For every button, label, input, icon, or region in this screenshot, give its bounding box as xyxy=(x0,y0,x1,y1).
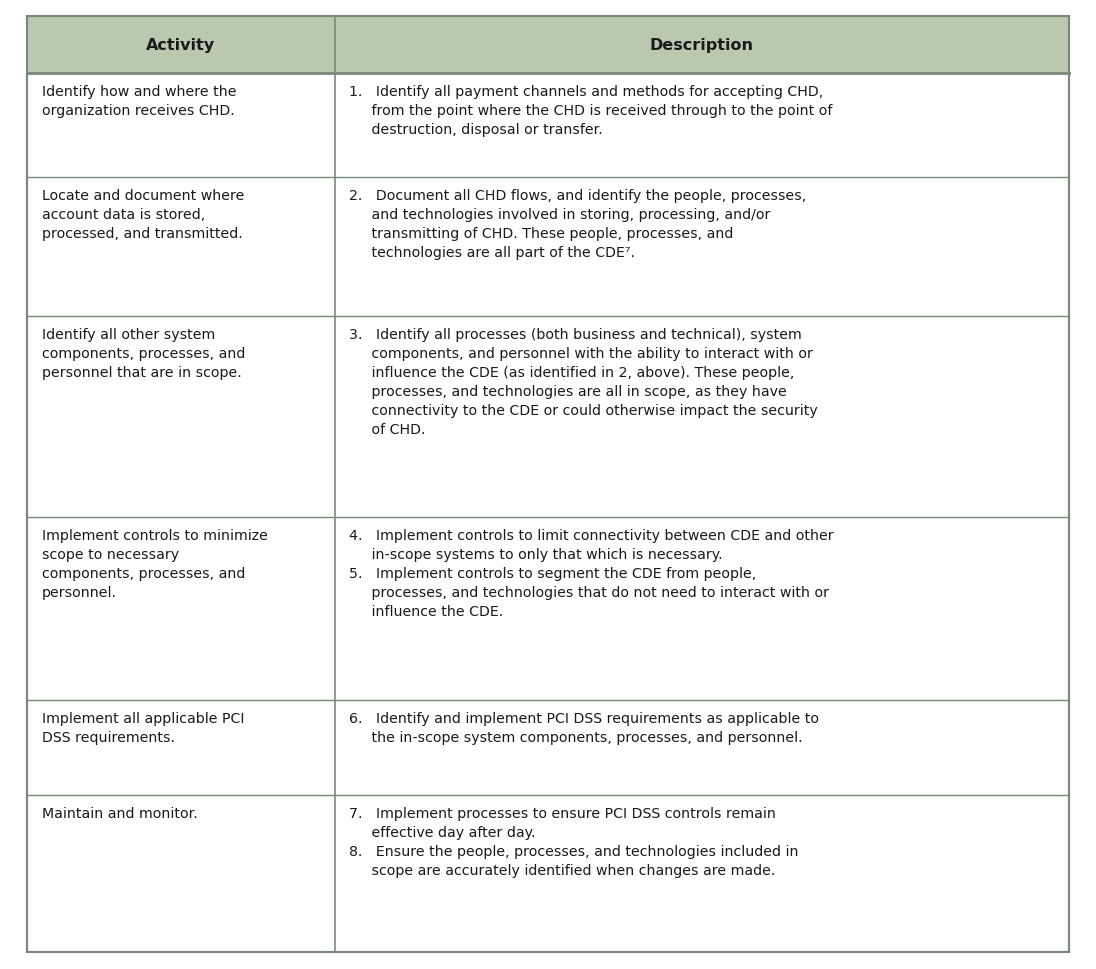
Text: 6.   Identify and implement PCI DSS requirements as applicable to
     the in-sc: 6. Identify and implement PCI DSS requir… xyxy=(349,711,819,744)
Text: Activity: Activity xyxy=(147,38,216,53)
Text: 2.   Document all CHD flows, and identify the people, processes,
     and techno: 2. Document all CHD flows, and identify … xyxy=(349,189,806,260)
Text: 4.   Implement controls to limit connectivity between CDE and other
     in-scop: 4. Implement controls to limit connectiv… xyxy=(349,529,833,618)
Text: Identify how and where the
organization receives CHD.: Identify how and where the organization … xyxy=(42,85,236,118)
Text: Maintain and monitor.: Maintain and monitor. xyxy=(42,806,197,821)
Text: 1.   Identify all payment channels and methods for accepting CHD,
     from the : 1. Identify all payment channels and met… xyxy=(349,85,832,138)
Text: Implement controls to minimize
scope to necessary
components, processes, and
per: Implement controls to minimize scope to … xyxy=(42,529,267,600)
Text: Description: Description xyxy=(650,38,754,53)
Text: 7.   Implement processes to ensure PCI DSS controls remain
     effective day af: 7. Implement processes to ensure PCI DSS… xyxy=(349,806,798,877)
Text: Identify all other system
components, processes, and
personnel that are in scope: Identify all other system components, pr… xyxy=(42,328,246,380)
Text: 3.   Identify all processes (both business and technical), system
     component: 3. Identify all processes (both business… xyxy=(349,328,818,437)
Text: Implement all applicable PCI
DSS requirements.: Implement all applicable PCI DSS require… xyxy=(42,711,244,744)
Bar xyxy=(27,17,1069,74)
Text: Locate and document where
account data is stored,
processed, and transmitted.: Locate and document where account data i… xyxy=(42,189,244,241)
